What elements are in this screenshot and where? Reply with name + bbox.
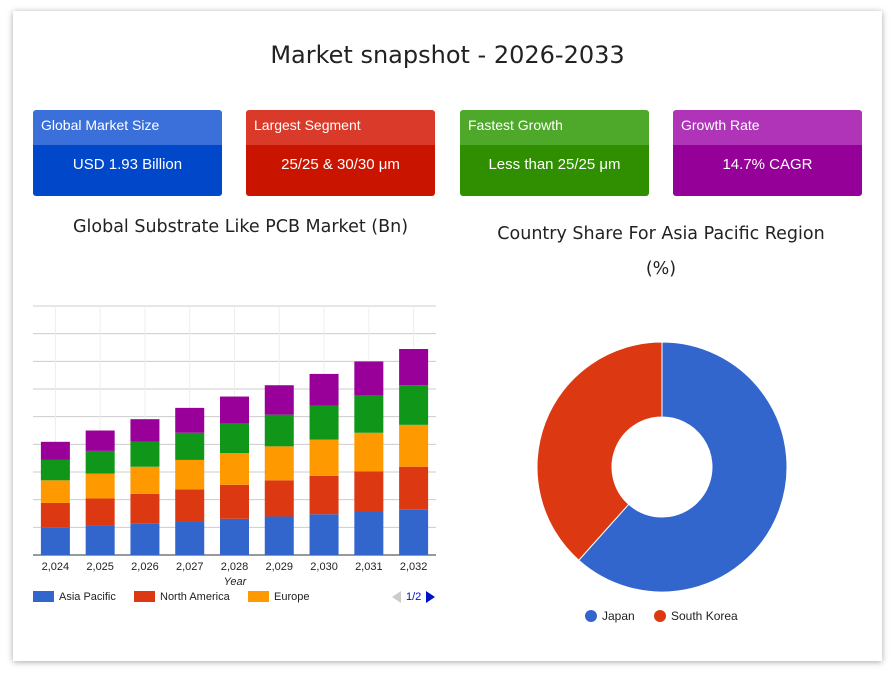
- legend-page-indicator: 1/2: [406, 591, 421, 603]
- market-snapshot-card: Market snapshot - 2026-2033 Global Marke…: [13, 11, 882, 661]
- bar-segment: [175, 521, 205, 555]
- bar-segment: [309, 405, 339, 440]
- tile-growth-rate: Growth Rate 14.7% CAGR: [673, 110, 862, 196]
- bar-segment: [220, 453, 249, 485]
- x-tick-label: 2,028: [221, 561, 249, 573]
- bar-segment: [399, 509, 429, 555]
- x-tick-label: 2,027: [176, 561, 204, 573]
- x-axis-title: Year: [224, 576, 248, 588]
- bar-segment: [40, 441, 70, 460]
- bar-segment: [354, 471, 384, 512]
- bar-segment: [264, 446, 294, 481]
- bar-segment: [399, 385, 429, 425]
- pie-chart-title-line2: (%): [645, 259, 677, 279]
- bar-segment: [40, 502, 70, 528]
- bar-segment: [354, 511, 384, 555]
- x-tick-label: 2,025: [86, 561, 114, 573]
- bar-chart: 2,024 2,025 2,026 2,027 2,028 2,029 2,030 2,031…: [33, 305, 436, 603]
- pie-chart-title-line1: Country Share For Asia Pacific Region: [497, 224, 825, 244]
- tile-value: USD 1.93 Billion: [33, 145, 222, 196]
- bar-segment: [220, 396, 249, 424]
- tile-fastest-growth: Fastest Growth Less than 25/25 μm: [460, 110, 649, 196]
- bar-segment: [40, 459, 70, 481]
- bar-segment: [130, 441, 160, 467]
- bar-segment: [85, 473, 115, 499]
- bar-segment: [130, 419, 160, 442]
- legend-swatch: [248, 591, 269, 602]
- bar-segment: [85, 430, 115, 451]
- x-tick-label: 2,029: [266, 561, 294, 573]
- bar-segment: [399, 424, 429, 467]
- bar-chart-title: Global Substrate Like PCB Market (Bn): [72, 217, 409, 237]
- tile-label: Fastest Growth: [460, 110, 649, 145]
- bar-segment: [399, 466, 429, 510]
- page-title: Market snapshot - 2026-2033: [270, 41, 625, 69]
- tile-value: 14.7% CAGR: [673, 145, 862, 196]
- tile-largest-segment: Largest Segment 25/25 & 30/30 μm: [246, 110, 435, 196]
- bar-segment: [354, 395, 384, 433]
- pie-chart-title: Country Share For Asia Pacific Region (%…: [453, 217, 869, 287]
- bar-segment: [264, 516, 294, 555]
- bar-segment: [220, 518, 249, 555]
- legend-next-page-icon[interactable]: [426, 591, 435, 603]
- bar-segment: [309, 475, 339, 515]
- bar-segment: [354, 361, 384, 396]
- bar-segment: [354, 432, 384, 472]
- bar-segment: [175, 459, 205, 490]
- bar-segment: [175, 489, 205, 522]
- bar-segment: [264, 385, 294, 415]
- tile-label: Global Market Size: [33, 110, 222, 145]
- x-tick-label: 2,032: [400, 561, 428, 573]
- tile-label: Largest Segment: [246, 110, 435, 145]
- bar-segment: [85, 450, 115, 474]
- tile-value: Less than 25/25 μm: [460, 145, 649, 196]
- tile-value: 25/25 & 30/30 μm: [246, 145, 435, 196]
- bar-segment: [309, 439, 339, 476]
- bar-segment: [85, 525, 115, 555]
- bar-segment: [264, 414, 294, 447]
- x-tick-label: 2,026: [131, 561, 159, 573]
- legend-label: Europe: [274, 591, 309, 603]
- bar-segment: [309, 373, 339, 406]
- bar-segment: [130, 466, 160, 494]
- bar-segment: [220, 484, 249, 519]
- bar-segment: [264, 480, 294, 517]
- bar-segment: [130, 493, 160, 524]
- bar-segment: [40, 480, 70, 503]
- legend-swatch: [134, 591, 155, 602]
- tile-global-market-size: Global Market Size USD 1.93 Billion: [33, 110, 222, 196]
- bar-segment: [309, 514, 339, 555]
- bar-segment: [175, 432, 205, 460]
- legend-label: North America: [160, 591, 231, 603]
- bar-segment: [175, 407, 205, 433]
- legend-swatch: [33, 591, 54, 602]
- legend-label: Asia Pacific: [59, 591, 116, 603]
- bar-segment: [40, 527, 70, 555]
- bar-segment: [85, 498, 115, 526]
- tile-label: Growth Rate: [673, 110, 862, 145]
- bar-segment: [399, 349, 429, 386]
- bar-segment: [130, 523, 160, 555]
- legend-prev-page-icon[interactable]: [392, 591, 401, 603]
- x-tick-label: 2,031: [355, 561, 383, 573]
- bar-segment: [220, 423, 249, 454]
- x-tick-label: 2,024: [42, 561, 70, 573]
- x-tick-label: 2,030: [310, 561, 338, 573]
